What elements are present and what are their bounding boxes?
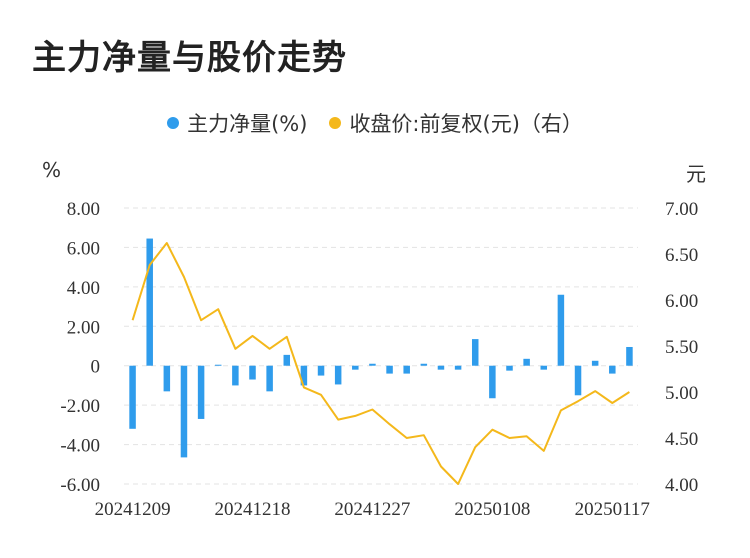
y-left-tick-label: 8.00 [67, 199, 100, 220]
y-right-tick-label: 7.00 [665, 199, 698, 220]
bar [489, 365, 496, 399]
bar [214, 364, 222, 366]
legend-item-close-price[interactable]: 收盘价:前复权(元)（右） [329, 108, 583, 138]
bar [317, 365, 325, 376]
axis-ticks: 8.00 6.00 4.00 2.00 0 -2.00 -4.00 -6.00 7.00 6.50… [60, 199, 698, 520]
x-tick-label: 20241227 [334, 499, 410, 520]
bar [437, 365, 445, 370]
y-left-tick-label: 4.00 [67, 278, 100, 299]
bar [557, 294, 565, 366]
right-axis-unit: 元 [686, 162, 706, 186]
bar [352, 365, 359, 370]
bar [369, 363, 376, 366]
y-left-tick-label: -6.00 [60, 475, 100, 496]
bar [471, 339, 479, 366]
y-right-tick-label: 5.00 [665, 383, 698, 404]
bar [180, 365, 188, 458]
bar [283, 354, 291, 366]
bar [454, 365, 462, 370]
bar [626, 346, 633, 366]
bar [540, 365, 548, 370]
bar [197, 365, 205, 419]
x-tick-label: 20250108 [454, 499, 530, 520]
y-right-tick-label: 4.00 [665, 475, 698, 496]
legend-label-close-price: 收盘价:前复权(元)（右） [349, 112, 583, 136]
bar [591, 360, 599, 366]
bar [334, 365, 342, 385]
x-tick-label: 20250117 [575, 499, 650, 520]
bar [403, 365, 410, 374]
x-tick-label: 20241218 [215, 499, 291, 520]
bar [523, 358, 530, 366]
bar [249, 365, 256, 380]
y-left-tick-label: -4.00 [60, 436, 100, 457]
bar [300, 365, 308, 386]
y-right-tick-label: 4.50 [665, 429, 698, 450]
y-right-tick-label: 6.00 [665, 291, 698, 312]
legend-swatch-net-volume [167, 117, 180, 129]
chart-title: 主力净量与股价走势 [32, 38, 347, 78]
bar [609, 365, 616, 374]
legend: 主力净量(%) 收盘价:前复权(元)（右） [0, 108, 750, 138]
y-left-tick-label: 2.00 [67, 317, 100, 338]
legend-label-net-volume: 主力净量(%) [187, 112, 308, 136]
y-left-tick-label: 6.00 [67, 238, 100, 259]
y-right-tick-label: 5.50 [665, 337, 698, 358]
bar [574, 365, 582, 396]
line-series [131, 242, 630, 485]
left-axis-unit: % [42, 158, 62, 182]
bar [163, 365, 171, 392]
bar-series [129, 238, 633, 458]
bar [146, 238, 153, 366]
y-left-tick-label: 0 [91, 357, 101, 378]
legend-item-net-volume[interactable]: 主力净量(%) [167, 108, 307, 138]
x-tick-label: 20241209 [95, 499, 171, 520]
bar [420, 363, 428, 366]
bar [232, 365, 239, 386]
gridlines [124, 207, 638, 485]
bar [386, 365, 393, 374]
y-left-tick-label: -2.00 [60, 396, 100, 417]
bar [129, 365, 136, 429]
legend-swatch-close-price [329, 117, 342, 129]
bar [266, 365, 273, 392]
y-right-tick-label: 6.50 [665, 245, 698, 266]
price-line [131, 242, 630, 485]
bar [506, 365, 513, 371]
